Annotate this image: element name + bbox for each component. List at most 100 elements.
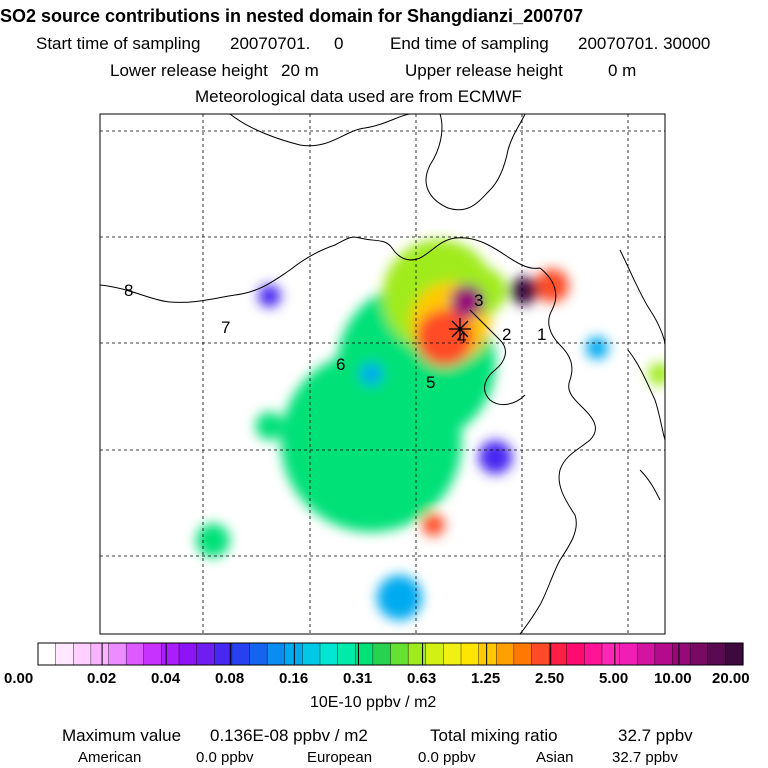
concentration-blob [585,336,609,360]
colorbar-swatch [672,642,691,666]
concentration-blob [376,575,422,621]
end-time-value: 20070701. 30000 [578,34,711,53]
concentration-blob [422,513,445,537]
colorbar-swatch [214,642,233,666]
map-grid [100,114,665,634]
contribution-name: European [307,749,373,766]
colorbar-swatch [637,642,656,666]
colorbar-tick: 1.25 [471,670,501,687]
concentration-blob [648,362,665,386]
colorbar-swatch [73,642,92,666]
colorbar-swatch [372,642,392,666]
coastline [469,309,526,406]
region-label-6: 6 [336,355,345,374]
colorbar-tick: 20.00 [712,670,750,687]
region-label-5: 5 [426,373,435,392]
colorbar-swatch [266,642,286,666]
colorbar-tick: 0.02 [87,670,117,687]
colorbar-tick: 0.63 [407,670,437,687]
coastline [519,267,596,634]
contribution-value: 32.7 ppbv [612,749,678,766]
colorbar-swatch [302,642,321,666]
concentration-blob [509,276,538,305]
colorbar-swatch [143,642,162,666]
colorbar-tick: 0.08 [215,670,245,687]
concentration-blob [535,268,569,303]
region-label-1: 1 [537,325,546,344]
colorbar-swatch [125,642,145,666]
coastline [619,249,665,346]
colorbar-swatch [707,642,726,666]
colorbar-swatch [496,642,515,666]
colorbar-swatch [460,642,480,666]
contribution-name: Asian [536,749,574,766]
border-line [100,236,541,303]
colorbar-swatch [513,642,533,666]
border-line [425,114,526,211]
colorbar-swatch [249,642,268,666]
concentration-field [196,239,665,621]
colorbar-swatch [531,642,550,666]
colorbar-tick: 0.16 [279,670,309,687]
contribution-value: 0.0 ppbv [196,749,254,766]
colorbar-tick: 0.04 [151,670,181,687]
colorbar-tick: 0.31 [343,670,373,687]
total-mixing-label: Total mixing ratio [430,726,558,745]
site-marker-star-icon [449,318,471,340]
map-area: 1 2 3 4 5 6 7 8 [100,114,665,634]
colorbar-tick: 0.00 [4,670,34,687]
colorbar-swatch [725,642,744,666]
concentration-blob [478,440,513,475]
colorbar-swatch [355,642,374,666]
colorbar-swatch [108,642,127,666]
colorbar-swatch [601,642,621,666]
colorbar-swatch [443,642,462,666]
colorbar-swatch [654,642,674,666]
colorbar-swatch [689,642,709,666]
concentration-blob [416,309,473,366]
region-label-7: 7 [221,318,230,337]
start-time-label: Start time of sampling [36,34,201,53]
colorbar-swatch [548,642,568,666]
max-value-label: Maximum value [62,726,182,745]
upper-height-value: 0 m [608,61,637,80]
border-line [229,114,411,147]
region-label-2: 2 [502,325,511,344]
upper-height-label: Upper release height [405,61,563,80]
concentration-blob [450,284,485,319]
colorbar-swatch [231,642,251,666]
colorbar-swatch [319,642,339,666]
colorbar-swatch [178,642,198,666]
coastline [639,469,661,501]
colorbar-swatch [425,642,444,666]
lower-height-label: Lower release height [110,61,268,80]
colorbar-swatch [196,642,215,666]
region-label-4: 4 [457,328,466,347]
colorbar-swatch [337,642,356,666]
colorbar [37,642,744,666]
contribution-value: 0.0 ppbv [418,749,476,766]
colorbar-tick: 2.50 [535,670,565,687]
region-label-3: 3 [474,291,483,310]
colorbar-frame [37,642,744,666]
colorbar-swatch [619,642,638,666]
colorbar-swatch [55,642,74,666]
concentration-blob [196,523,230,558]
coastline [627,349,665,441]
colorbar-swatch [478,642,497,666]
colorbar-swatch [90,642,110,666]
max-value: 0.136E-08 ppbv / m2 [210,726,368,745]
colorbar-tick: 5.00 [599,670,629,687]
concentration-blobs [196,239,665,621]
colorbar-tick: 10.00 [654,670,692,687]
lower-height-value: 20 m [281,61,319,80]
colorbar-swatch [407,642,427,666]
colorbar-swatch [161,642,180,666]
contribution-name: American [78,749,142,766]
map-frame [99,113,666,635]
concentration-blob [258,284,281,308]
region-label-8: 8 [124,281,133,300]
colorbar-units: 10E-10 ppbv / m2 [310,694,437,711]
concentration-blob [255,411,284,441]
